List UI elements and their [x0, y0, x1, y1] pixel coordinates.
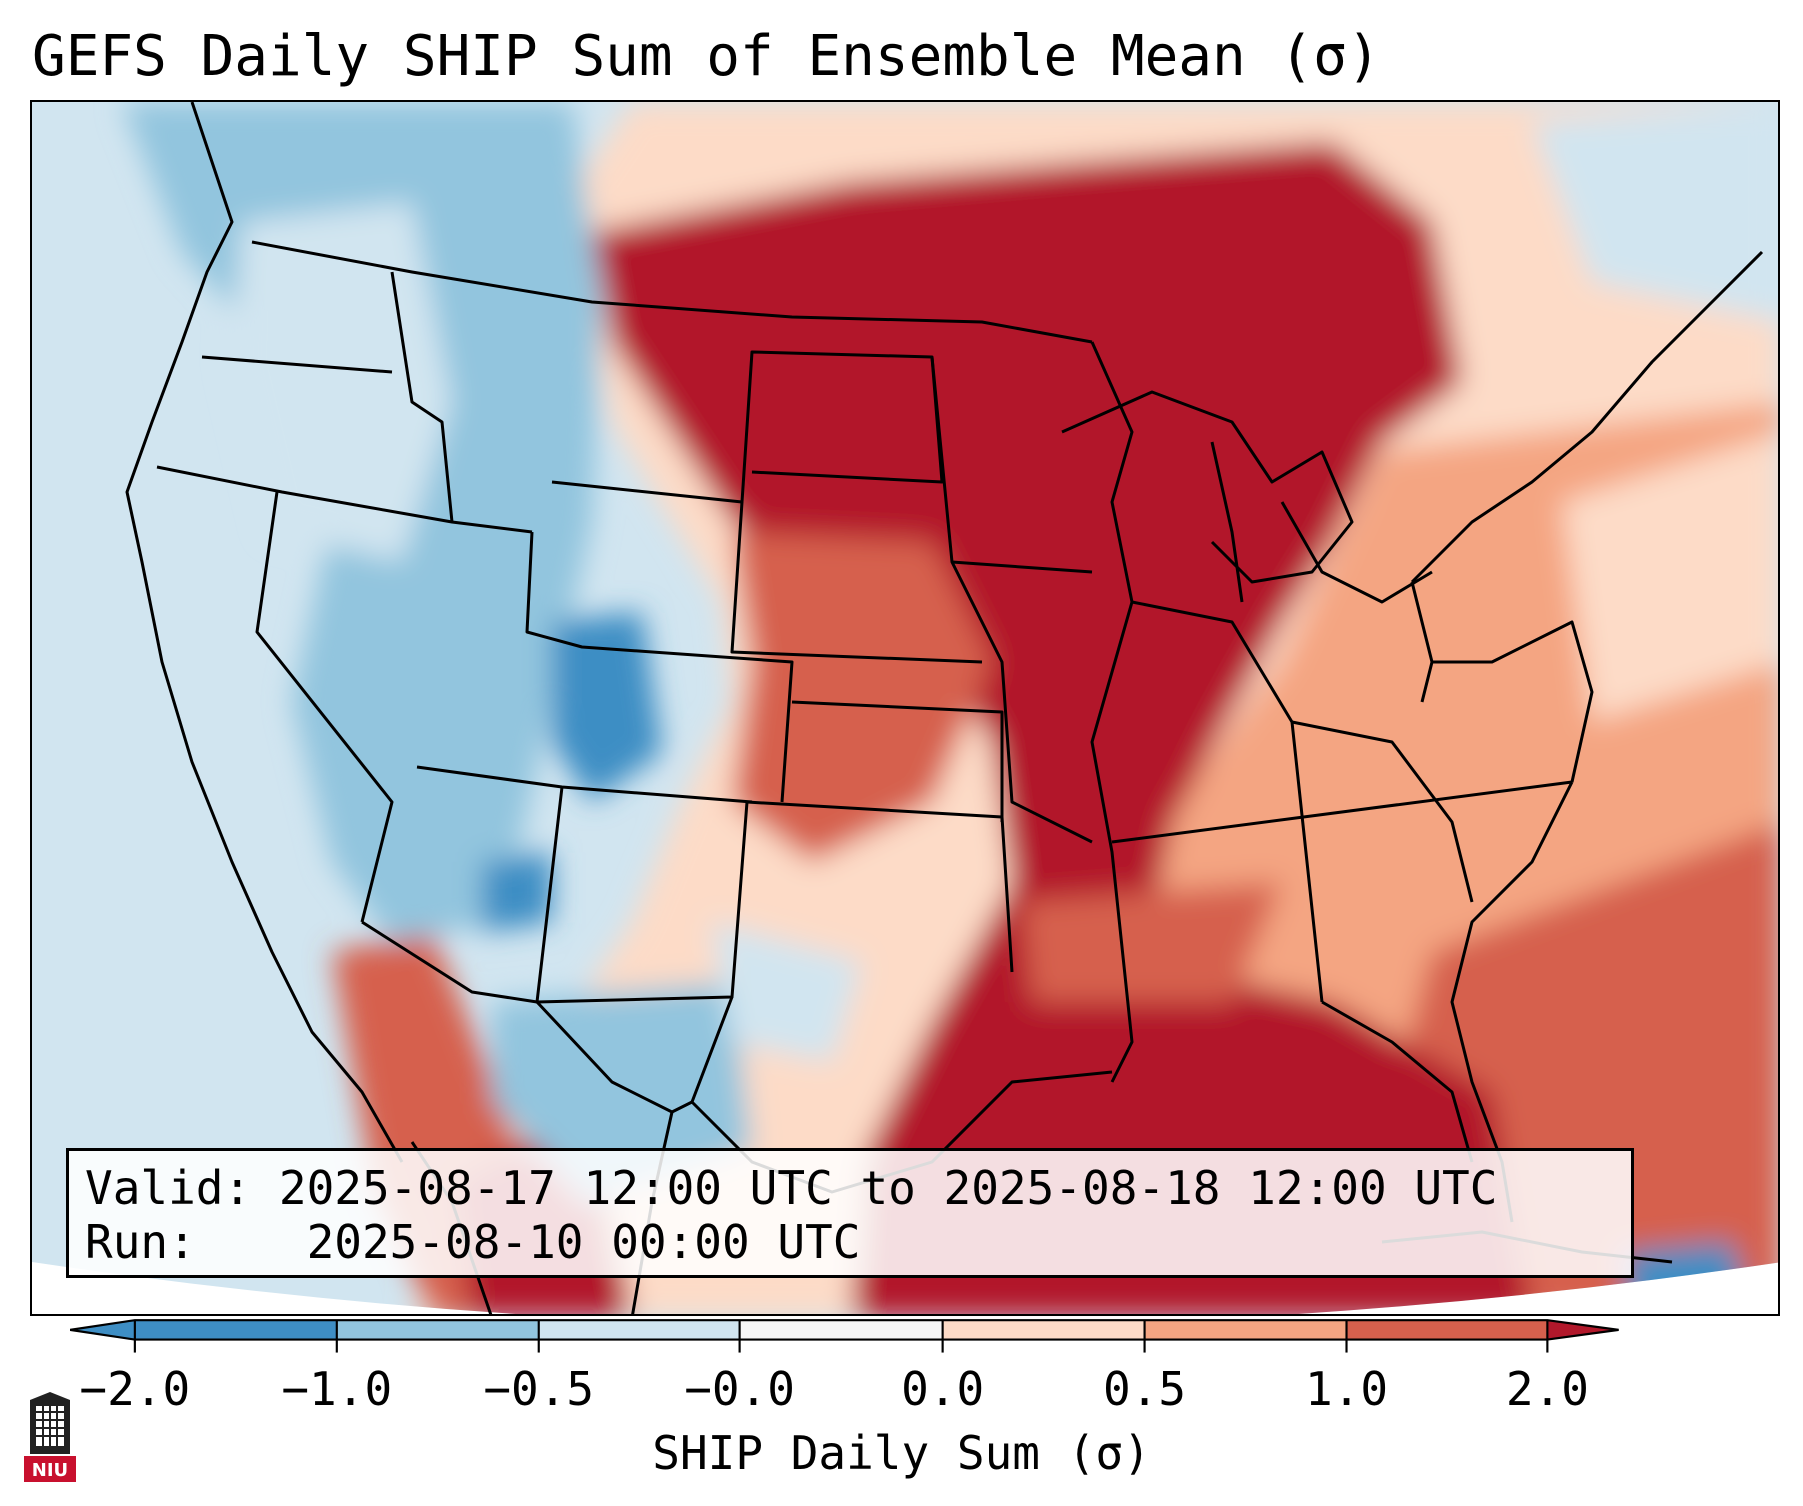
colorbar-segment: [336, 1320, 539, 1340]
colorbar-tick-label: 0.5: [1103, 1362, 1187, 1416]
colorbar-segment: [942, 1320, 1145, 1340]
colorbar-extend-low: [70, 1320, 135, 1340]
shaded-map: [32, 102, 1778, 1314]
validity-info-box: Valid: 2025-08-17 12:00 UTC to 2025-08-1…: [66, 1148, 1634, 1278]
run-row: Run: 2025-08-10 00:00 UTC: [85, 1215, 1631, 1269]
map-title: GEFS Daily SHIP Sum of Ensemble Mean (σ): [32, 24, 1381, 89]
run-value: 2025-08-10 00:00 UTC: [306, 1215, 861, 1269]
colorbar-segment: [1346, 1320, 1548, 1340]
colorbar-tick-label: −1.0: [281, 1362, 393, 1416]
colorbar-tick-label: −0.5: [483, 1362, 595, 1416]
colorbar: [70, 1319, 1619, 1353]
colorbar-tick-label: 1.0: [1305, 1362, 1389, 1416]
niu-logo: NIU: [24, 1392, 76, 1482]
colorbar-segment: [134, 1320, 337, 1340]
colorbar-extend-high: [1547, 1320, 1619, 1340]
valid-label: Valid:: [85, 1161, 252, 1215]
colorbar-tick-label: −2.0: [79, 1362, 191, 1416]
colorbar-label: SHIP Daily Sum (σ): [652, 1426, 1151, 1480]
colorbar-tick-label: 0.0: [901, 1362, 985, 1416]
map-panel: [30, 100, 1780, 1316]
colorbar-segment: [1144, 1320, 1347, 1340]
valid-value: 2025-08-17 12:00 UTC to 2025-08-18 12:00…: [278, 1161, 1498, 1215]
field-layer: [32, 102, 1778, 1314]
colorbar-segment: [538, 1320, 740, 1340]
valid-row: Valid: 2025-08-17 12:00 UTC to 2025-08-1…: [85, 1161, 1631, 1215]
colorbar-tick-label: 2.0: [1505, 1362, 1589, 1416]
colorbar-tick-label: −0.0: [684, 1362, 795, 1416]
run-label: Run:: [85, 1215, 196, 1269]
colorbar-segment: [739, 1320, 943, 1340]
logo-text: NIU: [32, 1460, 68, 1481]
